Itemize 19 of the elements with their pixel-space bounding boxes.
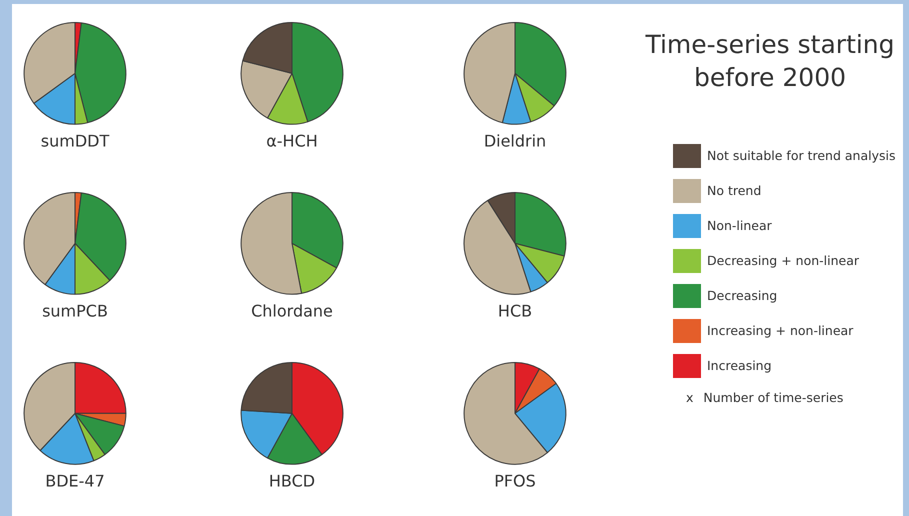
text: x [686, 390, 694, 405]
legend-label: Increasing [707, 358, 772, 373]
text: HCB [498, 302, 532, 321]
legend-label: No trend [707, 183, 762, 198]
text: sumPCB [42, 302, 108, 321]
legend-label: Increasing + non-linear [707, 323, 854, 338]
text: Chlordane [251, 302, 333, 321]
legend-label: Not suitable for trend analysis [707, 148, 896, 163]
legend-label: Decreasing [707, 288, 778, 303]
text: HBCD [268, 472, 316, 491]
text: α-HCH [266, 132, 318, 151]
legend-label: Non-linear [707, 218, 772, 233]
text: sumDDT [40, 132, 110, 151]
text: Time-series starting before 2000 [644, 29, 896, 94]
text: PFOS [494, 472, 536, 491]
text: BDE-47 [45, 472, 105, 491]
text: Number of time-series [703, 390, 844, 405]
legend-label: Decreasing + non-linear [707, 253, 860, 268]
text: Dieldrin [484, 132, 546, 151]
